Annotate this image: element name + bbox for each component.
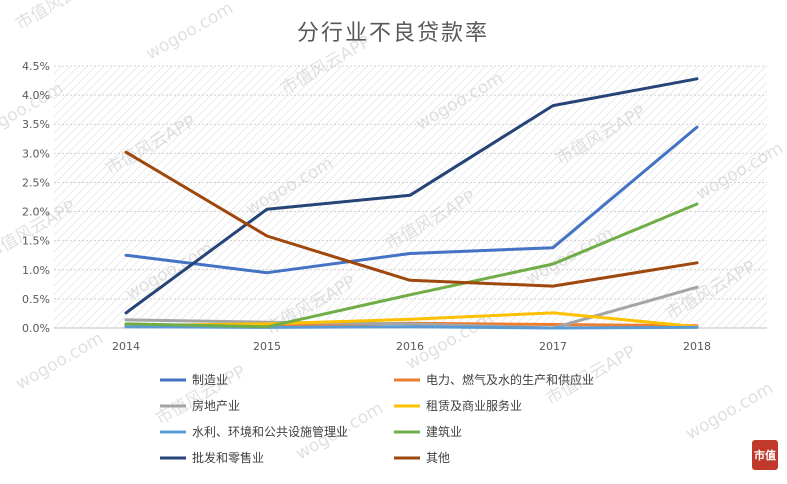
legend-label: 批发和零售业 (192, 450, 264, 465)
series-line (124, 202, 699, 329)
x-tick-label: 2015 (253, 340, 281, 353)
brand-seal-icon (752, 440, 778, 470)
chart-title: 分行业不良贷款率 (297, 21, 489, 46)
y-tick-label: 4.5% (22, 60, 50, 73)
legend-item: 制造业 (160, 373, 228, 387)
y-axis: 0.0% 0.5% 1.0% 1.5% 2.0% 2.5% 3.0% 3.5% 4.0% 4.5% (22, 60, 50, 335)
brand-logo: 市值 (752, 440, 778, 470)
x-tick-label: 2016 (396, 340, 424, 353)
series-lines (124, 77, 699, 330)
legend-item: 租赁及商业服务业 (394, 398, 522, 413)
legend-item: 其他 (394, 451, 450, 465)
legend-item: 建筑业 (394, 424, 462, 439)
y-tick-label: 0.0% (22, 322, 50, 335)
x-tick-label: 2014 (112, 340, 140, 353)
legend-label: 其他 (426, 451, 450, 465)
legend-label: 制造业 (192, 373, 228, 387)
y-tick-label: 1.0% (22, 264, 50, 277)
legend-label: 水利、环境和公共设施管理业 (192, 424, 348, 439)
y-tick-label: 2.5% (22, 176, 50, 189)
y-tick-label: 1.5% (22, 235, 50, 248)
brand-logo-text: 市值 (754, 448, 776, 462)
legend-item: 房地产业 (160, 398, 240, 413)
y-tick-label: 0.5% (22, 293, 50, 306)
legend-label: 建筑业 (426, 424, 462, 439)
legend-label: 房地产业 (192, 398, 240, 413)
y-tick-label: 3.0% (22, 147, 50, 160)
plot-area (54, 66, 767, 328)
y-tick-label: 3.5% (22, 118, 50, 131)
x-tick-label: 2018 (683, 340, 711, 353)
legend-label: 租赁及商业服务业 (426, 398, 522, 413)
series-line (124, 285, 699, 330)
legend-item: 水利、环境和公共设施管理业 (160, 424, 348, 439)
x-tick-label: 2017 (539, 340, 567, 353)
legend-item: 批发和零售业 (160, 450, 264, 465)
legend-label: 电力、燃气及水的生产和供应业 (426, 372, 594, 387)
series-line (124, 150, 699, 288)
y-tick-label: 4.0% (22, 89, 50, 102)
y-tick-label: 2.0% (22, 206, 50, 219)
series-line (124, 77, 699, 315)
series-line (124, 125, 699, 275)
legend-item: 电力、燃气及水的生产和供应业 (394, 372, 594, 387)
